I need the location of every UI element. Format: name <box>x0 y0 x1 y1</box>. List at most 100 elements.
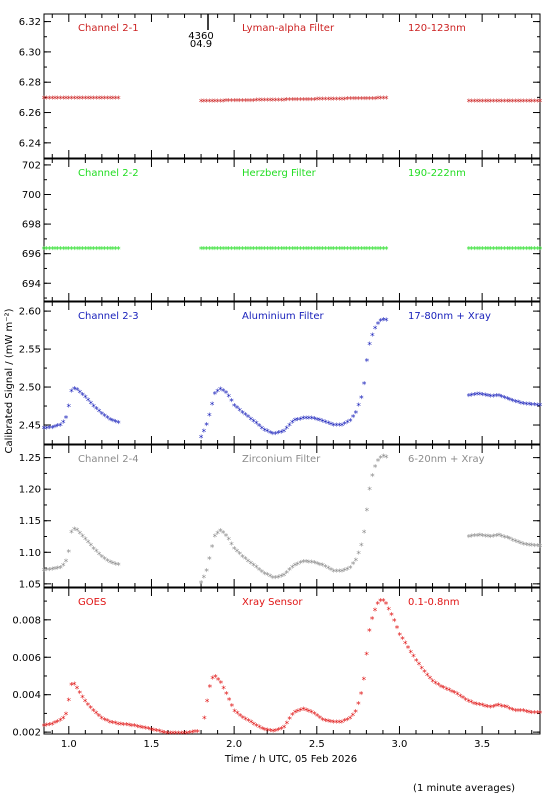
data-point: * <box>516 399 521 409</box>
data-point: * <box>318 245 323 255</box>
data-point: * <box>50 95 55 105</box>
y-tick-label: 1.25 <box>19 453 41 464</box>
data-point: * <box>241 714 246 724</box>
panel-frame <box>43 13 541 159</box>
panel-5: 0.002 0.004 0.006 0.008 GOES Xray Sensor 0.1-0… <box>12 587 543 750</box>
data-point: * <box>430 678 435 688</box>
data-point: * <box>301 706 306 716</box>
data-point: * <box>58 422 63 432</box>
data-point: * <box>45 245 50 255</box>
data-point: * <box>376 320 381 330</box>
data-point: * <box>251 97 256 107</box>
data-point: * <box>64 414 69 424</box>
data-point: * <box>538 543 543 553</box>
data-point: * <box>491 98 496 108</box>
panel-frame <box>43 587 541 735</box>
data-point: * <box>356 96 361 106</box>
data-point: * <box>75 95 80 105</box>
data-point: * <box>323 564 328 574</box>
data-point: * <box>287 97 292 107</box>
data-point: * <box>519 245 524 255</box>
data-point: * <box>287 245 292 255</box>
data-point: * <box>475 98 480 108</box>
data-point: * <box>527 542 532 552</box>
data-point: * <box>489 393 494 403</box>
data-point: * <box>238 712 243 722</box>
data-point: * <box>199 434 204 444</box>
data-point: * <box>392 618 397 628</box>
data-point: * <box>83 95 88 105</box>
data-point: * <box>235 405 240 415</box>
data-point: * <box>218 386 223 396</box>
data-point: * <box>298 560 303 570</box>
data-point: * <box>359 95 364 105</box>
data-point: * <box>287 716 292 726</box>
data-point: * <box>273 431 278 441</box>
data-point: * <box>108 95 113 105</box>
data-point: * <box>268 245 273 255</box>
data-point: * <box>331 719 336 729</box>
data-point: * <box>334 245 339 255</box>
data-point: * <box>213 98 218 108</box>
data-point: * <box>168 730 173 740</box>
data-point: * <box>97 408 102 418</box>
data-point: * <box>210 245 215 255</box>
data-point: * <box>483 98 488 108</box>
data-point: * <box>285 720 290 730</box>
data-point: * <box>105 415 110 425</box>
y-tick-label: 6.26 <box>19 108 41 119</box>
data-point: * <box>111 95 116 105</box>
data-point: * <box>513 245 518 255</box>
data-point: * <box>83 536 88 546</box>
y-tick-label: 6.30 <box>19 47 41 58</box>
data-point: * <box>268 97 273 107</box>
data-point: * <box>216 677 221 687</box>
data-point: * <box>516 708 521 718</box>
data-point: * <box>102 555 107 565</box>
y-tick-label: 0.004 <box>12 690 41 701</box>
data-point: * <box>508 536 513 546</box>
data-point: * <box>224 98 229 108</box>
data-point: * <box>72 95 77 105</box>
panel-label: Channel 2-4 <box>78 454 139 465</box>
data-point: * <box>50 245 55 255</box>
data-point: * <box>480 702 485 712</box>
data-point: * <box>376 95 381 105</box>
data-point: * <box>334 96 339 106</box>
data-point: * <box>513 98 518 108</box>
data-point: * <box>497 245 502 255</box>
data-point: * <box>210 675 215 685</box>
data-point: * <box>323 96 328 106</box>
data-point: * <box>502 703 507 713</box>
data-point: * <box>262 570 267 580</box>
data-point: * <box>370 616 375 626</box>
annotation-line-2: 04.9 <box>190 39 212 50</box>
data-point: * <box>384 95 389 105</box>
data-point: * <box>268 573 273 583</box>
data-point: * <box>356 245 361 255</box>
data-point: * <box>359 245 364 255</box>
data-point: * <box>329 421 334 431</box>
data-point: * <box>527 98 532 108</box>
data-point: * <box>50 721 55 731</box>
data-point: * <box>472 98 477 108</box>
data-point: * <box>215 388 220 398</box>
data-point: * <box>521 708 526 718</box>
data-point: * <box>249 245 254 255</box>
panel-label: Lyman-alpha Filter <box>242 23 335 34</box>
data-point: * <box>67 245 72 255</box>
data-point: * <box>480 392 485 402</box>
data-point: * <box>337 719 342 729</box>
data-point: * <box>516 245 521 255</box>
data-point: * <box>298 96 303 106</box>
data-point: * <box>362 245 367 255</box>
data-point: * <box>480 245 485 255</box>
data-point: * <box>293 709 298 719</box>
data-point: * <box>315 96 320 106</box>
y-tick-label: 1.10 <box>19 548 41 559</box>
data-point: * <box>384 317 389 327</box>
data-point: * <box>365 507 370 517</box>
data-point: * <box>111 245 116 255</box>
data-point: * <box>229 245 234 255</box>
y-tick-label: 702 <box>22 160 41 171</box>
